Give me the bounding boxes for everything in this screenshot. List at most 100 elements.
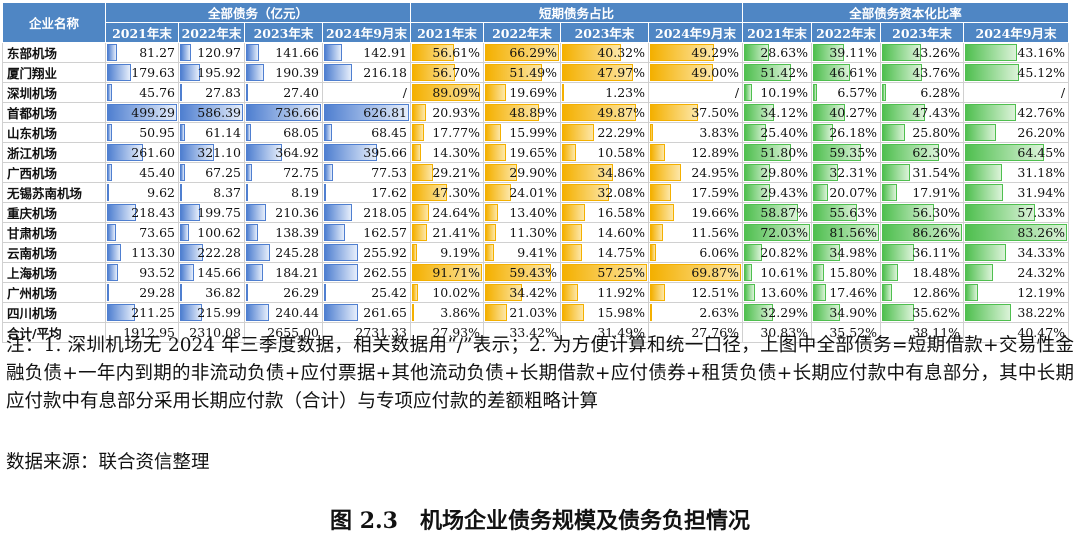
cell-value: 34.33% xyxy=(1017,245,1066,260)
value-cell: 32.29% xyxy=(742,302,813,323)
cell-value: 59.35% xyxy=(829,145,878,160)
value-cell: 62.30% xyxy=(880,142,965,163)
group-header: 全部债务（亿元） xyxy=(104,2,412,23)
value-cell: 12.19% xyxy=(963,282,1070,303)
cell-value: 15.98% xyxy=(597,305,646,320)
cell-value: 72.75 xyxy=(283,165,319,180)
total-value: 2731.33 xyxy=(355,325,408,340)
value-cell: 58.87% xyxy=(742,202,813,223)
value-cell: 26.18% xyxy=(811,122,882,143)
company-name: 广西机场 xyxy=(2,162,106,183)
cell-value: 46.61% xyxy=(829,65,878,80)
cell-value: 216.18 xyxy=(363,65,408,80)
data-bar xyxy=(562,64,633,81)
value-cell: 14.60% xyxy=(560,222,650,243)
value-cell: 162.57 xyxy=(321,222,412,243)
data-bar xyxy=(813,44,844,61)
cell-value: 22.29% xyxy=(597,125,646,140)
data-bar xyxy=(246,64,264,81)
value-cell: 199.75 xyxy=(178,202,245,223)
cell-value: 64.45% xyxy=(1017,145,1066,160)
value-cell: 59.43% xyxy=(483,262,562,283)
value-cell: 29.90% xyxy=(483,162,562,183)
table-row: 深圳机场 45.76 27.83 27.40 / 89.09% 19.69% 1.23% / 10… xyxy=(2,82,1070,103)
cell-value: 37.50% xyxy=(691,105,740,120)
value-cell: 17.59% xyxy=(648,182,744,203)
value-cell: 210.36 xyxy=(244,202,323,223)
cell-value: 42.76% xyxy=(1017,105,1066,120)
cell-value: 13.60% xyxy=(760,285,809,300)
cell-value: 15.80% xyxy=(829,265,878,280)
data-bar xyxy=(180,104,243,121)
cell-value: 25.40% xyxy=(760,125,809,140)
cell-value: 34.12% xyxy=(760,105,809,120)
cell-value: 14.60% xyxy=(597,225,646,240)
value-cell: 6.57% xyxy=(811,82,882,103)
value-cell: 27.40 xyxy=(244,82,323,103)
value-cell: 34.90% xyxy=(811,302,882,323)
value-cell: 15.99% xyxy=(483,122,562,143)
data-bar xyxy=(650,304,653,321)
total-cell: 40.47% xyxy=(963,322,1070,343)
value-cell: 31.94% xyxy=(963,182,1070,203)
value-cell: 11.30% xyxy=(483,222,562,243)
value-cell: 6.06% xyxy=(648,242,744,263)
data-bar xyxy=(412,104,427,121)
value-cell: 9.19% xyxy=(410,242,485,263)
cell-value: 162.57 xyxy=(363,225,408,240)
cell-value: 8.19 xyxy=(291,185,319,200)
data-bar xyxy=(246,204,266,221)
data-bar xyxy=(882,64,922,81)
data-bar xyxy=(246,84,248,101)
total-value: 27.76% xyxy=(691,325,740,340)
cell-value: 68.05 xyxy=(283,125,319,140)
value-cell: 38.22% xyxy=(963,302,1070,323)
cell-value: 77.53 xyxy=(371,165,408,180)
company-name: 厦门翔业 xyxy=(2,62,106,83)
value-cell: 24.95% xyxy=(648,162,744,183)
value-cell: 35.62% xyxy=(880,302,965,323)
value-cell: 222.28 xyxy=(178,242,245,263)
cell-value: 6.57% xyxy=(837,85,878,100)
cell-value: 81.56% xyxy=(829,225,878,240)
cell-value: 31.94% xyxy=(1017,185,1066,200)
value-cell: 51.49% xyxy=(483,62,562,83)
data-bar xyxy=(744,164,771,181)
data-bar xyxy=(882,244,915,261)
data-bar xyxy=(965,64,1020,81)
cell-value: 20.07% xyxy=(829,185,878,200)
cell-value: 81.27 xyxy=(139,45,175,60)
value-cell: 47.97% xyxy=(560,62,650,83)
cell-value: 73.65 xyxy=(139,225,175,240)
value-cell: 10.58% xyxy=(560,142,650,163)
data-bar xyxy=(562,124,594,141)
group-header: 全部债务资本化比率 xyxy=(742,2,1070,23)
sub-header: 2022年末 xyxy=(178,22,245,43)
cell-value: 364.92 xyxy=(275,145,319,160)
data-bar xyxy=(882,104,926,121)
total-value: 30.83% xyxy=(760,325,809,340)
data-bar xyxy=(107,184,109,201)
data-bar xyxy=(180,44,192,61)
data-bar xyxy=(744,304,773,321)
value-cell: 211.25 xyxy=(105,302,179,323)
data-bar xyxy=(107,64,131,81)
value-cell: 2.63% xyxy=(648,302,744,323)
value-cell: 49.29% xyxy=(648,42,744,63)
data-bar xyxy=(965,224,1068,241)
cell-value: 17.46% xyxy=(829,285,878,300)
sub-header: 2024年9月末 xyxy=(321,22,412,43)
data-bar xyxy=(107,84,112,101)
data-bar xyxy=(107,124,113,141)
cell-value: 199.75 xyxy=(197,205,241,220)
cell-value: 100.62 xyxy=(197,225,241,240)
cell-value: 58.87% xyxy=(760,205,809,220)
company-name: 重庆机场 xyxy=(2,202,106,223)
value-cell: 10.61% xyxy=(742,262,813,283)
data-bar xyxy=(744,244,762,261)
cell-value: 240.44 xyxy=(275,305,319,320)
cell-value: 56.70% xyxy=(432,65,481,80)
value-cell: 22.29% xyxy=(560,122,650,143)
data-bar xyxy=(246,224,259,241)
cell-value: 14.30% xyxy=(432,145,481,160)
